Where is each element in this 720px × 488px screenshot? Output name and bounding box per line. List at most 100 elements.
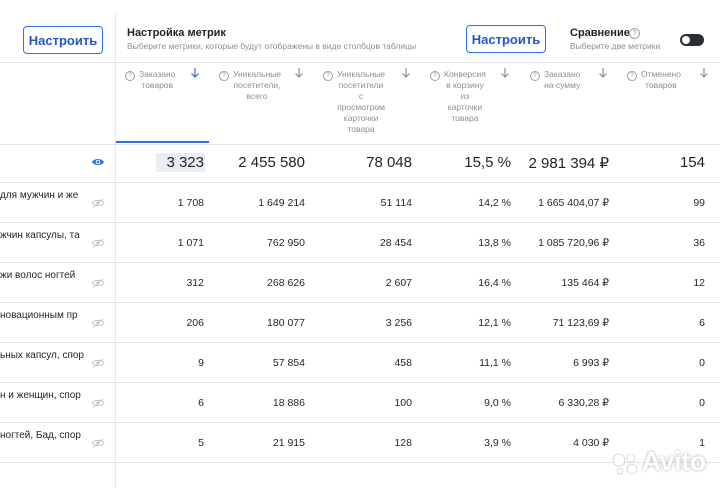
- eye-off-icon[interactable]: [91, 278, 105, 288]
- help-icon[interactable]: ?: [627, 71, 637, 81]
- table-cell: 57 854: [272, 357, 305, 369]
- configure-metrics-button[interactable]: Настроить: [466, 25, 546, 53]
- eye-off-icon[interactable]: [91, 398, 105, 408]
- table-cell: 5: [198, 437, 204, 449]
- table-cell: 21 915: [272, 437, 305, 449]
- column-header-label: Уникальные посетители, всего: [233, 69, 282, 101]
- table-row[interactable]: [0, 302, 720, 343]
- sort-arrow-icon[interactable]: [598, 67, 608, 79]
- table-cell: 0: [699, 357, 705, 369]
- toggle-knob: [682, 36, 690, 44]
- column-header[interactable]: ? Уникальные посетители, всего: [219, 69, 281, 102]
- product-name[interactable]: ьных капсул, спор: [0, 350, 84, 361]
- product-name[interactable]: н и женщин, спор: [0, 390, 81, 401]
- eye-off-icon[interactable]: [91, 318, 105, 328]
- active-sort-indicator: [116, 141, 209, 143]
- help-icon[interactable]: ?: [323, 71, 333, 81]
- sort-arrow-icon[interactable]: [699, 67, 709, 79]
- table-row[interactable]: [0, 222, 720, 263]
- sort-arrow-icon[interactable]: [401, 67, 411, 79]
- table-cell: 71 123,69 ₽: [552, 317, 609, 329]
- table-cell: 18 886: [272, 397, 305, 409]
- eye-off-icon[interactable]: [91, 358, 105, 368]
- configure-button[interactable]: Настроить: [23, 26, 103, 54]
- eye-icon[interactable]: [91, 157, 105, 167]
- table-row[interactable]: [0, 382, 720, 423]
- table-cell: 458: [394, 357, 412, 369]
- table-cell: 4 030 ₽: [573, 437, 609, 449]
- table-cell: 2 607: [385, 277, 412, 289]
- product-name[interactable]: жчин капсулы, та: [0, 230, 80, 241]
- column-header[interactable]: ? Заказано на сумму: [530, 69, 580, 91]
- sort-arrow-icon[interactable]: [500, 67, 510, 79]
- table-cell: 1 071: [177, 237, 204, 249]
- help-icon[interactable]: ?: [629, 28, 640, 39]
- table-cell: 6: [699, 317, 705, 329]
- eye-off-icon[interactable]: [91, 198, 105, 208]
- help-icon[interactable]: ?: [125, 71, 135, 81]
- column-header[interactable]: ? Заказано товаров: [125, 69, 175, 91]
- table-cell: 14,2 %: [478, 197, 511, 209]
- sort-arrow-icon[interactable]: [294, 67, 304, 79]
- table-cell: 135 464 ₽: [561, 277, 609, 289]
- comparison-toggle[interactable]: [680, 34, 704, 46]
- table-cell: 28 454: [379, 237, 412, 249]
- table-cell: 1 665 404,07 ₽: [538, 197, 609, 209]
- table-cell: 762 950: [267, 237, 305, 249]
- highlighted-total: [156, 153, 205, 172]
- help-icon[interactable]: ?: [430, 71, 440, 81]
- watermark: Avito: [642, 446, 707, 476]
- product-name[interactable]: ногтей, Бад, спор: [0, 430, 81, 441]
- product-name[interactable]: новационным пр: [0, 310, 78, 321]
- table-cell: 312: [186, 277, 204, 289]
- help-icon[interactable]: ?: [530, 71, 540, 81]
- column-header[interactable]: ? Уникальные посетители с просмотром карт…: [323, 69, 385, 135]
- table-row[interactable]: [0, 422, 720, 463]
- table-header: [0, 62, 720, 145]
- total-value: 154: [679, 154, 705, 171]
- column-header-label: Отменено товаров: [641, 69, 681, 90]
- comparison-subtitle: Выберите две метрики: [570, 41, 661, 51]
- eye-off-icon[interactable]: [91, 238, 105, 248]
- table-row[interactable]: [0, 262, 720, 303]
- table-cell: 0: [699, 397, 705, 409]
- total-value: 15,5 %: [464, 154, 511, 171]
- help-icon[interactable]: ?: [219, 71, 229, 81]
- table-cell: 99: [693, 197, 705, 209]
- total-value: 2 981 394 ₽: [528, 155, 609, 172]
- table-cell: 13,8 %: [478, 237, 511, 249]
- table-cell: 12,1 %: [478, 317, 511, 329]
- table-cell: 11,1 %: [479, 357, 511, 369]
- column-header-label: Уникальные посетители с просмотром карто…: [337, 69, 386, 134]
- table-cell: 6: [198, 397, 204, 409]
- product-name[interactable]: жи волос ногтей: [0, 270, 76, 281]
- table-cell: 51 114: [380, 197, 412, 209]
- comparison-title: Сравнение: [570, 27, 630, 39]
- sort-arrow-icon[interactable]: [190, 67, 200, 79]
- total-value: 78 048: [366, 154, 412, 171]
- table-cell: 206: [186, 317, 204, 329]
- product-name[interactable]: для мужчин и же: [0, 190, 79, 201]
- total-value: 2 455 580: [238, 154, 305, 171]
- table-row[interactable]: [0, 182, 720, 223]
- table-cell: 6 330,28 ₽: [558, 397, 609, 409]
- table-cell: 9,0 %: [484, 397, 511, 409]
- table-cell: 3,9 %: [484, 437, 511, 449]
- totals-row: [0, 144, 720, 183]
- table-row[interactable]: [0, 342, 720, 383]
- table-cell: 9: [198, 357, 204, 369]
- table-cell: 1 085 720,96 ₽: [538, 237, 609, 249]
- table-cell: 6 993 ₽: [573, 357, 609, 369]
- metrics-setup-title: Настройка метрик: [127, 27, 226, 39]
- eye-off-icon[interactable]: [91, 438, 105, 448]
- column-header[interactable]: ? Отменено товаров: [627, 69, 681, 91]
- table-cell: 12: [693, 277, 705, 289]
- column-header-label: Заказано товаров: [139, 69, 176, 90]
- table-cell: 128: [394, 437, 412, 449]
- table-cell: 1: [699, 437, 705, 449]
- table-cell: 1 708: [177, 197, 204, 209]
- table-cell: 180 077: [267, 317, 305, 329]
- table-cell: 36: [693, 237, 705, 249]
- column-header[interactable]: ? Конверсия в корзину из карточки товара: [430, 69, 486, 124]
- column-header-label: Заказано на сумму: [544, 69, 581, 90]
